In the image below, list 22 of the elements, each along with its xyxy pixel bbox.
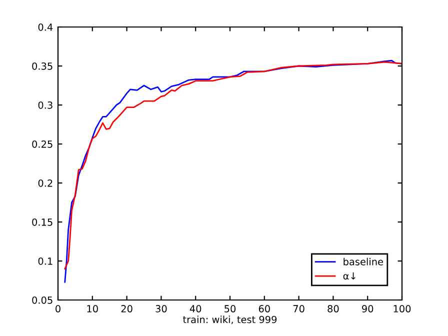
x-axis-title: train: wiki, test 999: [183, 316, 277, 324]
y-tick-label: 0.4: [38, 23, 53, 31]
x-tick-label: 90: [362, 305, 374, 312]
x-tick-label: 20: [121, 305, 132, 312]
y-tick-label: 0.25: [32, 140, 52, 148]
x-tick-label: 30: [156, 305, 167, 312]
legend-label: baseline: [344, 258, 384, 266]
x-tick-label: 80: [328, 305, 339, 312]
x-tick-label: 50: [224, 305, 236, 312]
x-tick-label: 60: [258, 305, 270, 312]
x-tick-label: 10: [87, 305, 98, 312]
y-tick-label: 0.35: [32, 62, 52, 70]
legend-label: α↓: [343, 272, 356, 280]
x-tick-label: 40: [190, 305, 202, 312]
x-tick-label: 0: [56, 305, 60, 312]
x-tick-label: 70: [293, 305, 304, 312]
y-tick-label: 0.05: [32, 296, 52, 304]
y-tick-label: 0.1: [38, 257, 52, 265]
y-tick-label: 0.3: [38, 101, 52, 109]
x-tick-label: 100: [394, 305, 411, 312]
y-tick-label: 0.2: [38, 179, 52, 187]
y-tick-label: 0.15: [32, 218, 52, 226]
